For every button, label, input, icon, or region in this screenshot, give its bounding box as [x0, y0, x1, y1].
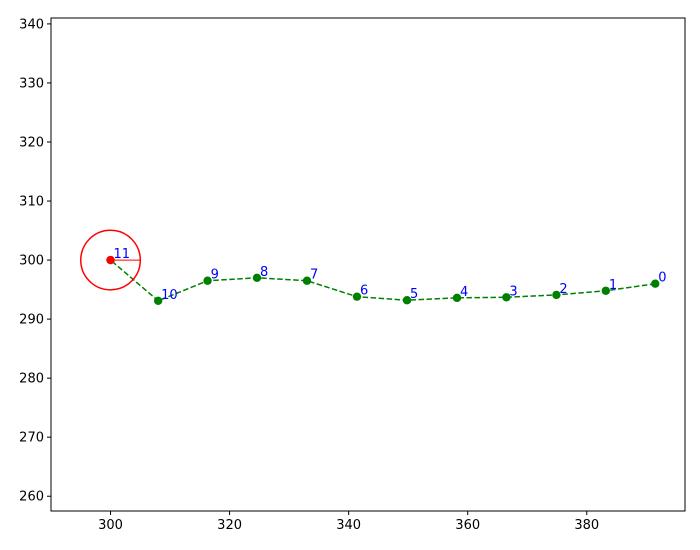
y-tick-label: 300: [19, 254, 44, 269]
x-tick-label: 300: [98, 518, 123, 533]
data-point: [651, 279, 660, 288]
data-point: [601, 286, 611, 295]
x-tick-label: 340: [336, 518, 361, 533]
plot-frame: [50, 17, 686, 512]
point-label: 5: [410, 287, 418, 302]
point-label: 4: [460, 285, 468, 300]
y-tick-label: 310: [19, 195, 44, 210]
x-tick-label: 380: [574, 518, 599, 533]
y-axis: 260 270 280 290 300 310 320 330 340: [19, 17, 51, 505]
data-point: [153, 296, 163, 306]
point-label: 1: [609, 278, 617, 293]
data-point: [552, 290, 561, 300]
x-axis: 300 320 340 360 380: [98, 511, 599, 533]
data-point: [452, 293, 462, 303]
data-point: [352, 292, 362, 301]
series-line: [110, 259, 656, 302]
y-tick-label: 340: [19, 17, 44, 32]
point-label: 0: [658, 271, 666, 286]
x-tick-label: 360: [455, 518, 480, 533]
y-tick-label: 290: [19, 313, 44, 328]
point-label: 6: [360, 284, 368, 299]
y-tick-label: 280: [19, 372, 44, 387]
y-tick-label: 270: [19, 431, 44, 446]
point-label: 11: [114, 247, 131, 262]
point-label: 7: [310, 268, 318, 283]
data-point: [203, 276, 212, 285]
data-point: [402, 296, 412, 305]
y-tick-label: 320: [19, 135, 44, 150]
data-point: [502, 293, 511, 302]
point-label: 10: [161, 288, 178, 303]
data-point: [252, 273, 262, 282]
y-tick-label: 260: [19, 490, 44, 505]
point-label: 2: [559, 282, 567, 297]
data-marks: 0 1 2 3 4 5 6 7 8 9 10 11: [80, 229, 667, 306]
point-label: 9: [211, 268, 219, 283]
y-tick-label: 330: [19, 76, 44, 91]
x-tick-label: 320: [217, 518, 242, 533]
plot-area: 0 1 2 3 4 5 6 7 8 9 10 11: [50, 17, 686, 512]
point-label: 3: [509, 284, 517, 299]
data-point: [302, 276, 312, 285]
point-label: 8: [260, 265, 268, 280]
